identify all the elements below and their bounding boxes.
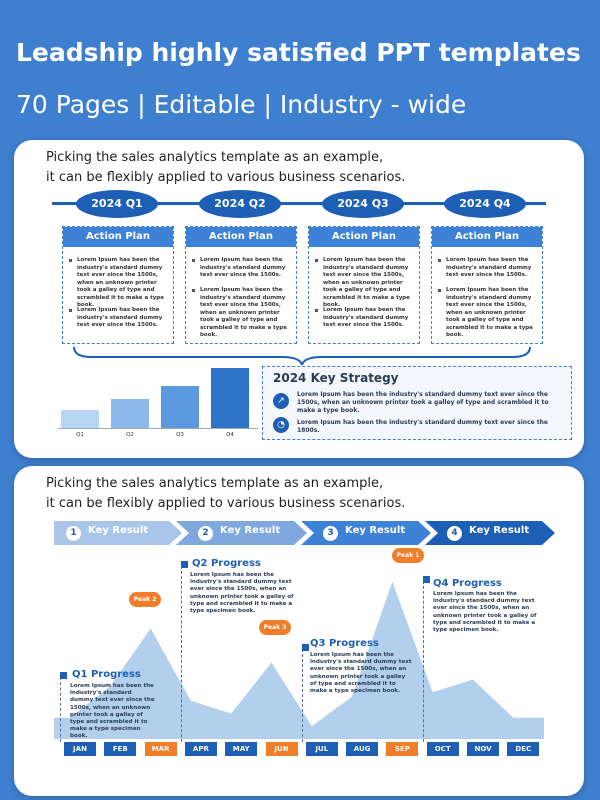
month-aug: AUG (346, 742, 378, 756)
action-bullet: Lorem Ipsum has been the industry's stan… (192, 257, 292, 280)
action-plan-q4: Action Plan Lorem Ipsum has been the ind… (431, 226, 543, 344)
dashed-divider (423, 576, 424, 742)
header-subtitle: 70 Pages | Editable | Industry - wide (16, 90, 466, 119)
q2-progress-text: Lorem Ipsum has been the industry's stan… (190, 572, 300, 615)
month-jun: JUN (266, 742, 298, 756)
bar-q1 (61, 410, 99, 428)
progress-marker (60, 672, 67, 679)
key-result-1: 1 Key Result (54, 521, 182, 545)
key-result-label: Key Result (345, 525, 405, 536)
brace-divider (72, 345, 532, 367)
quarter-pill-q3: 2024 Q3 (322, 190, 404, 218)
month-sep: SEP (386, 742, 418, 756)
q2-progress-title: Q2 Progress (192, 558, 261, 569)
peak-3-badge: Peak 3 (259, 620, 291, 635)
action-plan-heading: Action Plan (432, 227, 542, 247)
action-bullet: Lorem Ipsum has been the industry's stan… (315, 257, 415, 310)
intro-line-2: it can be flexibly applied to various bu… (46, 494, 405, 514)
action-plan-q2: Action Plan Lorem Ipsum has been the ind… (185, 226, 297, 344)
q4-progress-title: Q4 Progress (433, 578, 502, 589)
key-result-4: 4 Key Result (435, 521, 563, 545)
key-results-panel: Picking the sales analytics template as … (14, 466, 584, 796)
month-apr: APR (185, 742, 217, 756)
month-feb: FEB (104, 742, 136, 756)
action-bullet: Lorem Ipsum has been the industry's stan… (192, 287, 292, 340)
panel1-intro: Picking the sales analytics template as … (46, 148, 405, 188)
bar-chart-axis (58, 428, 258, 429)
q3-progress-title: Q3 Progress (310, 638, 379, 649)
strategy-item-1: Lorem Ipsum has been the industry's stan… (297, 391, 565, 415)
action-bullet: Lorem Ipsum has been the industry's stan… (438, 287, 538, 340)
q1-progress-title: Q1 Progress (72, 669, 141, 680)
key-strategy-box: 2024 Key Strategy ↗ Lorem Ipsum has been… (262, 366, 572, 440)
month-oct: OCT (427, 742, 459, 756)
month-dec: DEC (507, 742, 539, 756)
bar-q3 (161, 386, 199, 428)
intro-line-1: Picking the sales analytics template as … (46, 474, 405, 494)
action-plan-heading: Action Plan (309, 227, 419, 247)
action-plan-q3: Action Plan Lorem Ipsum has been the ind… (308, 226, 420, 344)
intro-line-1: Picking the sales analytics template as … (46, 148, 405, 168)
q4-progress-text: Lorem Ipsum has been the industry's stan… (433, 591, 548, 634)
month-jul: JUL (306, 742, 338, 756)
key-result-number: 4 (447, 526, 462, 541)
bar-label-q3: Q3 (168, 432, 192, 438)
bar-q2 (111, 399, 149, 428)
quarter-pill-q4: 2024 Q4 (444, 190, 526, 218)
action-plan-heading: Action Plan (63, 227, 173, 247)
header-title: Leadship highly satisfied PPT templates (16, 38, 581, 67)
sales-plan-panel: Picking the sales analytics template as … (14, 140, 584, 458)
bar-label-q4: Q4 (218, 432, 242, 438)
key-result-label: Key Result (220, 525, 280, 536)
bar-label-q1: Q1 (68, 432, 92, 438)
quarter-pill-q1: 2024 Q1 (76, 190, 158, 218)
key-result-number: 3 (323, 526, 338, 541)
panel2-intro: Picking the sales analytics template as … (46, 474, 405, 514)
action-bullet: Lorem Ipsum has been the industry's stan… (315, 307, 415, 330)
bar-q4 (211, 368, 249, 428)
quarter-pill-q2: 2024 Q2 (199, 190, 281, 218)
q3-progress-text: Lorem Ipsum has been the industry's stan… (310, 652, 412, 695)
dashed-divider (60, 672, 61, 742)
progress-marker (423, 576, 430, 583)
key-result-label: Key Result (469, 525, 529, 536)
action-bullet: Lorem Ipsum has been the industry's stan… (438, 257, 538, 280)
month-mar: MAR (145, 742, 177, 756)
month-jan: JAN (64, 742, 96, 756)
action-bullet: Lorem Ipsum has been the industry's stan… (69, 307, 169, 330)
action-plan-heading: Action Plan (186, 227, 296, 247)
key-result-2: 2 Key Result (186, 521, 314, 545)
pie-chart-icon: ◔ (273, 417, 289, 433)
action-bullet: Lorem Ipsum has been the industry's stan… (69, 257, 169, 310)
bar-label-q2: Q2 (118, 432, 142, 438)
key-result-3: 3 Key Result (311, 521, 439, 545)
peak-2-badge: Peak 2 (129, 592, 161, 607)
progress-marker (302, 644, 309, 651)
action-plan-q1: Action Plan Lorem Ipsum has been the ind… (62, 226, 174, 344)
intro-line-2: it can be flexibly applied to various bu… (46, 168, 405, 188)
dashed-divider (181, 561, 182, 742)
key-result-number: 2 (198, 526, 213, 541)
peak-1-badge: Peak 1 (392, 548, 424, 563)
dashed-divider (302, 644, 303, 742)
key-strategy-title: 2024 Key Strategy (273, 371, 398, 385)
month-nov: NOV (467, 742, 499, 756)
key-result-number: 1 (66, 526, 81, 541)
q1-progress-text: Lorem Ipsum has been the industry's stan… (70, 683, 156, 741)
trend-up-icon: ↗ (273, 393, 289, 409)
month-may: MAY (225, 742, 257, 756)
progress-marker (181, 561, 188, 568)
key-result-label: Key Result (88, 525, 148, 536)
strategy-item-2: Lorem Ipsum has been the industry's stan… (297, 419, 565, 435)
